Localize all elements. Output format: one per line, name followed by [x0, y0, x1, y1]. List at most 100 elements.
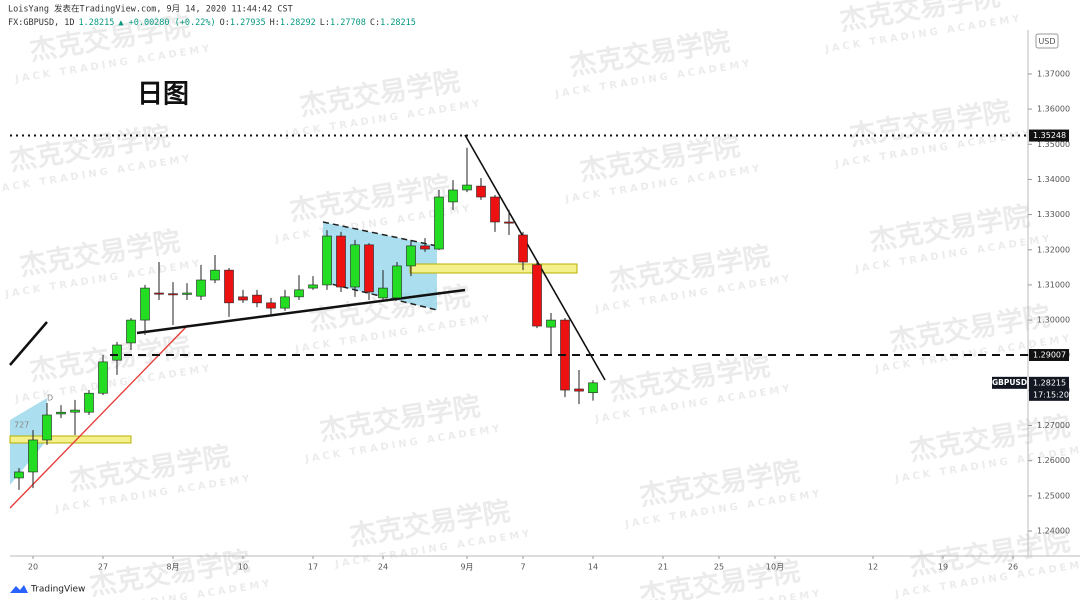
candle-body	[28, 439, 38, 473]
logo-icon	[10, 585, 28, 593]
ohlc-value: 1.27708	[330, 18, 366, 28]
candle-body	[126, 319, 136, 344]
currency-box	[1035, 33, 1059, 49]
x-tick-label: 12	[868, 563, 878, 572]
candle-body	[238, 296, 248, 301]
y-tick-label: 1.25000	[1037, 491, 1070, 500]
candle-body	[546, 319, 556, 328]
candles	[14, 147, 598, 490]
level-label-box	[1029, 348, 1069, 361]
x-tick-label: 8月	[166, 563, 179, 572]
candle-body	[266, 302, 276, 309]
candle-body	[168, 293, 178, 296]
x-tick-label: 10	[238, 563, 248, 572]
candle-body	[518, 234, 528, 263]
candle-body	[448, 189, 458, 203]
x-tick-label: 10月	[766, 563, 784, 572]
y-tick-label: 1.26000	[1037, 456, 1070, 465]
level-label-box	[1029, 129, 1069, 142]
candle-body	[56, 411, 66, 415]
x-tick-label: 24	[378, 563, 388, 572]
annotation: D	[47, 394, 53, 403]
candle-body	[392, 265, 402, 299]
candle-body	[420, 245, 430, 250]
chart-title: 日图	[137, 80, 189, 110]
candle-body	[42, 414, 52, 441]
y-tick-label: 1.27000	[1037, 421, 1070, 430]
candle-body	[84, 392, 94, 413]
candle-body	[476, 185, 486, 198]
y-tick-label: 1.24000	[1037, 527, 1070, 536]
last-price: 1.28215	[79, 18, 115, 28]
x-tick-label: 21	[658, 563, 668, 572]
footer: TradingView	[30, 585, 85, 595]
candle-body	[70, 409, 80, 413]
ohlc-value: 1.28292	[280, 18, 316, 28]
candle-body	[210, 269, 220, 281]
drawings	[9, 134, 606, 509]
candle-body	[350, 244, 360, 288]
candle-body	[14, 471, 24, 479]
candle-body	[378, 287, 388, 299]
candle-body	[322, 235, 332, 286]
trend-line	[136, 288, 466, 335]
candle-body	[406, 245, 416, 267]
x-tick-label: 20	[28, 563, 38, 572]
ohlc-value: 1.28215	[380, 18, 416, 28]
currency: USD	[1038, 37, 1055, 46]
candle-body	[574, 388, 584, 392]
level-label: 1.35248	[1033, 131, 1066, 140]
x-tick-label: 9月	[460, 563, 473, 572]
symbol: FX:GBPUSD, 1D	[8, 18, 75, 28]
header-quote: FX:GBPUSD, 1D 1.28215 ▲ +0.00280 (+0.22%) O…	[8, 18, 416, 28]
level-label: 1.29007	[1033, 350, 1066, 359]
candle-body	[364, 244, 374, 293]
candle-body	[308, 284, 318, 289]
ohlc-value: 1.27935	[230, 18, 266, 28]
y-tick-label: 1.32000	[1037, 245, 1070, 254]
ohlc-label: H:	[270, 18, 280, 28]
x-tick-label: 14	[588, 563, 598, 572]
y-tick-label: 1.31000	[1037, 280, 1070, 289]
candle-body	[294, 289, 304, 298]
x-tick-label: 17	[308, 563, 318, 572]
candle-body	[336, 235, 346, 288]
price-label: 1.28215	[1033, 378, 1066, 387]
candle-body	[504, 221, 514, 224]
candle-body	[154, 292, 164, 295]
annotation: 727	[14, 421, 29, 430]
y-tick-label: 1.35000	[1037, 140, 1070, 149]
x-tick-label: 25	[714, 563, 724, 572]
candle-body	[490, 196, 500, 223]
symbol-label: GBPUSD	[992, 378, 1027, 387]
candle-body	[462, 184, 472, 191]
y-tick-label: 1.36000	[1037, 105, 1070, 114]
candle-body	[112, 344, 122, 361]
y-tick-label: 1.34000	[1037, 175, 1070, 184]
ohlc-label: O:	[220, 18, 230, 28]
candle-body	[98, 361, 108, 394]
x-tick-label: 26	[1008, 563, 1018, 572]
ohlc-label: C:	[370, 18, 380, 28]
candle-body	[434, 196, 444, 250]
ohlc-label: L:	[320, 18, 330, 28]
candle-body	[280, 296, 290, 309]
countdown: 17:15:20	[1033, 390, 1069, 399]
x-tick-label: 7	[520, 563, 525, 572]
candle-body	[224, 269, 234, 304]
